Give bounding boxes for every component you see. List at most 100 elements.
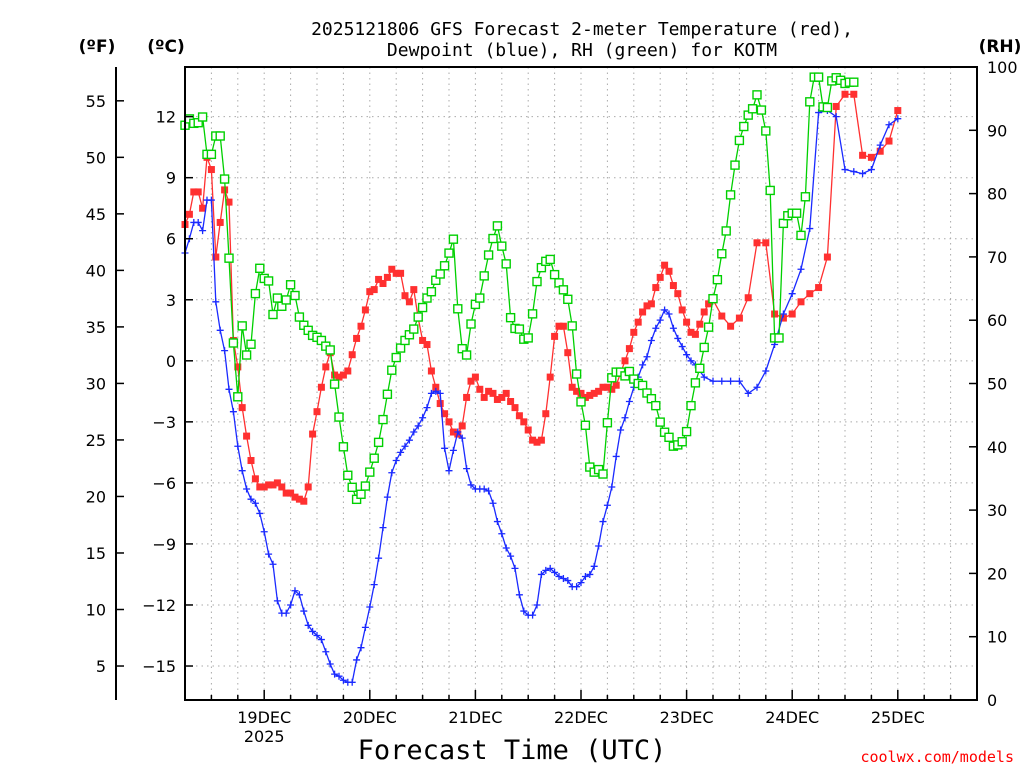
temperature-point — [476, 385, 484, 393]
temperature-point — [441, 410, 449, 418]
dewpoint-point — [762, 367, 770, 375]
dewpoint-point — [247, 495, 255, 503]
fahrenheit-tick-label: 50 — [86, 148, 106, 167]
rh-point — [197, 112, 208, 122]
dewpoint-point — [357, 644, 365, 652]
dewpoint-point — [586, 570, 594, 578]
dewpoint-point — [221, 347, 229, 355]
rh-point — [268, 309, 278, 320]
dewpoint-point — [647, 336, 655, 344]
dewpoint-point — [445, 467, 453, 475]
dewpoint-point — [485, 487, 493, 495]
temperature-point — [687, 328, 695, 336]
dewpoint-point — [401, 442, 409, 450]
rh-line — [184, 76, 854, 501]
temperature-point — [379, 279, 387, 287]
rh-point — [791, 208, 802, 218]
rh-point — [580, 420, 591, 430]
temperature-point — [634, 318, 642, 326]
dewpoint-point — [379, 524, 387, 532]
temperature-point — [859, 151, 867, 159]
dewpoint-point — [700, 373, 708, 381]
dewpoint-point — [493, 518, 501, 526]
temperature-point — [273, 479, 281, 487]
dewpoint-point — [229, 408, 237, 416]
celsius-tick-label: 0 — [166, 352, 176, 371]
rh-point — [413, 312, 423, 322]
rh-tick-label: 60 — [987, 311, 1007, 330]
unit-label-celsius: (ºC) — [147, 37, 185, 57]
dewpoint-point — [361, 623, 369, 631]
rh-point — [549, 269, 560, 280]
dewpoint-point — [608, 483, 616, 491]
rh-point — [805, 97, 815, 107]
temperature-point — [322, 363, 330, 371]
temperature-point — [269, 481, 277, 489]
temperature-point — [194, 188, 202, 196]
dewpoint-point — [463, 465, 471, 473]
celsius-tick-label: 6 — [166, 230, 176, 249]
rh-point — [263, 276, 274, 286]
temperature-point — [696, 320, 704, 328]
temperature-point — [867, 153, 875, 161]
dewpoint-point — [313, 632, 321, 639]
rh-point — [774, 333, 784, 343]
temperature-point — [630, 328, 638, 336]
temperature-point — [542, 410, 550, 418]
rh-point — [532, 276, 542, 287]
dewpoint-point — [665, 310, 673, 318]
rh-point — [215, 131, 225, 141]
rh-point — [712, 274, 723, 285]
rh-tick-label: 30 — [987, 501, 1007, 520]
temperature-point — [625, 345, 633, 353]
rh-tick-label: 10 — [987, 628, 1007, 647]
rh-point — [708, 293, 718, 304]
rh-point — [602, 418, 613, 428]
temperature-point — [537, 436, 545, 444]
temperature-point — [885, 137, 893, 145]
rh-point — [373, 437, 384, 448]
rh-point — [567, 321, 577, 331]
rh-point — [479, 271, 489, 281]
temperature-point — [700, 308, 708, 316]
temperature-point — [388, 265, 396, 273]
temperature-point — [251, 475, 259, 483]
dewpoint-point — [841, 166, 849, 174]
dewpoint-point — [709, 377, 717, 385]
dewpoint-point — [718, 377, 726, 385]
dewpoint-point — [832, 113, 840, 121]
dewpoint-point — [304, 621, 312, 629]
temperature-point — [485, 387, 493, 395]
temperature-point — [185, 210, 193, 218]
dewpoint-point — [273, 597, 281, 605]
temperature-point — [216, 218, 224, 226]
rh-point — [725, 190, 736, 200]
temperature-point — [639, 308, 647, 316]
dewpoint-point — [480, 485, 488, 493]
temperature-point — [304, 483, 312, 491]
x-tick-label: 22DEC — [554, 708, 608, 727]
rh-point — [699, 342, 709, 353]
rh-tick-label: 90 — [987, 121, 1007, 140]
rh-point — [523, 333, 533, 343]
rh-point — [488, 233, 498, 244]
temperature-point — [212, 253, 220, 261]
rh-point — [387, 365, 397, 375]
temperature-point — [260, 483, 268, 491]
rh-tick-label: 40 — [987, 438, 1007, 457]
x-tick-label: 20DEC — [343, 708, 397, 727]
rh-point — [527, 309, 538, 319]
temperature-point — [546, 373, 554, 381]
temperature-point — [727, 322, 735, 330]
rh-point — [717, 249, 727, 259]
dewpoint-point — [779, 310, 787, 318]
temperature-point — [691, 330, 699, 338]
temperature-point — [436, 400, 444, 408]
rh-point — [378, 414, 388, 425]
rh-point — [849, 77, 859, 87]
rh-point — [703, 322, 714, 332]
chart-title-line1: 2025121806 GFS Forecast 2-meter Temperat… — [311, 19, 853, 40]
dewpoint-point — [581, 572, 589, 580]
temperature-point — [771, 310, 779, 318]
